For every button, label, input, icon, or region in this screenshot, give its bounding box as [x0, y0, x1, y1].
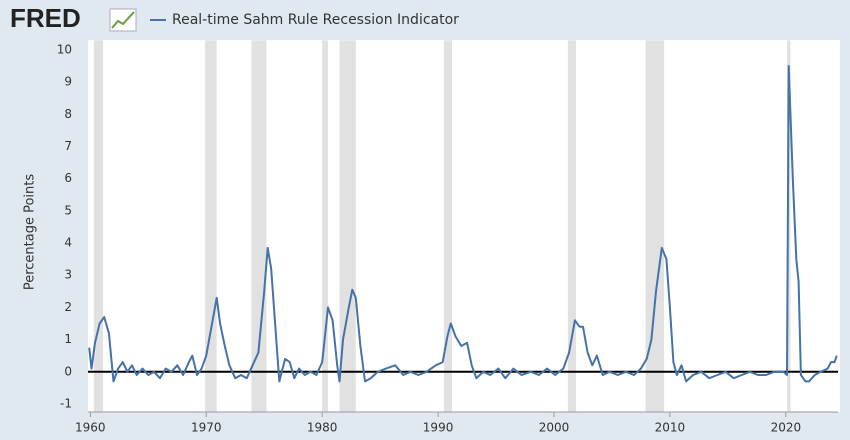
recession-band: [205, 40, 217, 413]
y-tick-label: 7: [64, 139, 72, 153]
y-tick-label: 8: [64, 107, 72, 121]
recession-band: [322, 40, 328, 413]
recession-band: [567, 40, 577, 413]
x-tick-label: 2000: [539, 421, 570, 435]
x-tick-label: 2010: [655, 421, 686, 435]
series-line: [88, 65, 838, 383]
plot-area: [88, 40, 840, 412]
x-tick-label: 2020: [771, 421, 802, 435]
x-tick-label: 1970: [191, 421, 222, 435]
y-tick-label: 3: [64, 268, 72, 282]
logo-line: [111, 11, 135, 29]
y-axis-title: Percentage Points: [23, 174, 38, 291]
recession-band: [93, 40, 104, 413]
y-tick-label: -1: [60, 396, 72, 410]
recession-band: [645, 40, 665, 413]
x-tick-label: 1990: [423, 421, 454, 435]
logo: FRED: [10, 3, 81, 33]
y-tick-label: 0: [64, 364, 72, 378]
y-tick-label: 1: [64, 332, 72, 346]
logo-box: [109, 8, 137, 32]
x-tick-label: 1980: [307, 421, 338, 435]
recession-band: [339, 40, 356, 413]
y-tick-label: 4: [64, 236, 72, 250]
y-tick-label: 6: [64, 171, 72, 185]
recession-band: [251, 40, 267, 413]
recession-band: [443, 40, 452, 413]
y-tick-label: 10: [57, 42, 72, 56]
y-tick-label: 2: [64, 300, 72, 314]
y-tick-label: 9: [64, 75, 72, 89]
y-tick-label: 5: [64, 203, 72, 217]
legend-label: Real-time Sahm Rule Recession Indicator: [172, 12, 459, 28]
x-tick-label: 1960: [75, 421, 106, 435]
logo-icon: [109, 8, 137, 32]
